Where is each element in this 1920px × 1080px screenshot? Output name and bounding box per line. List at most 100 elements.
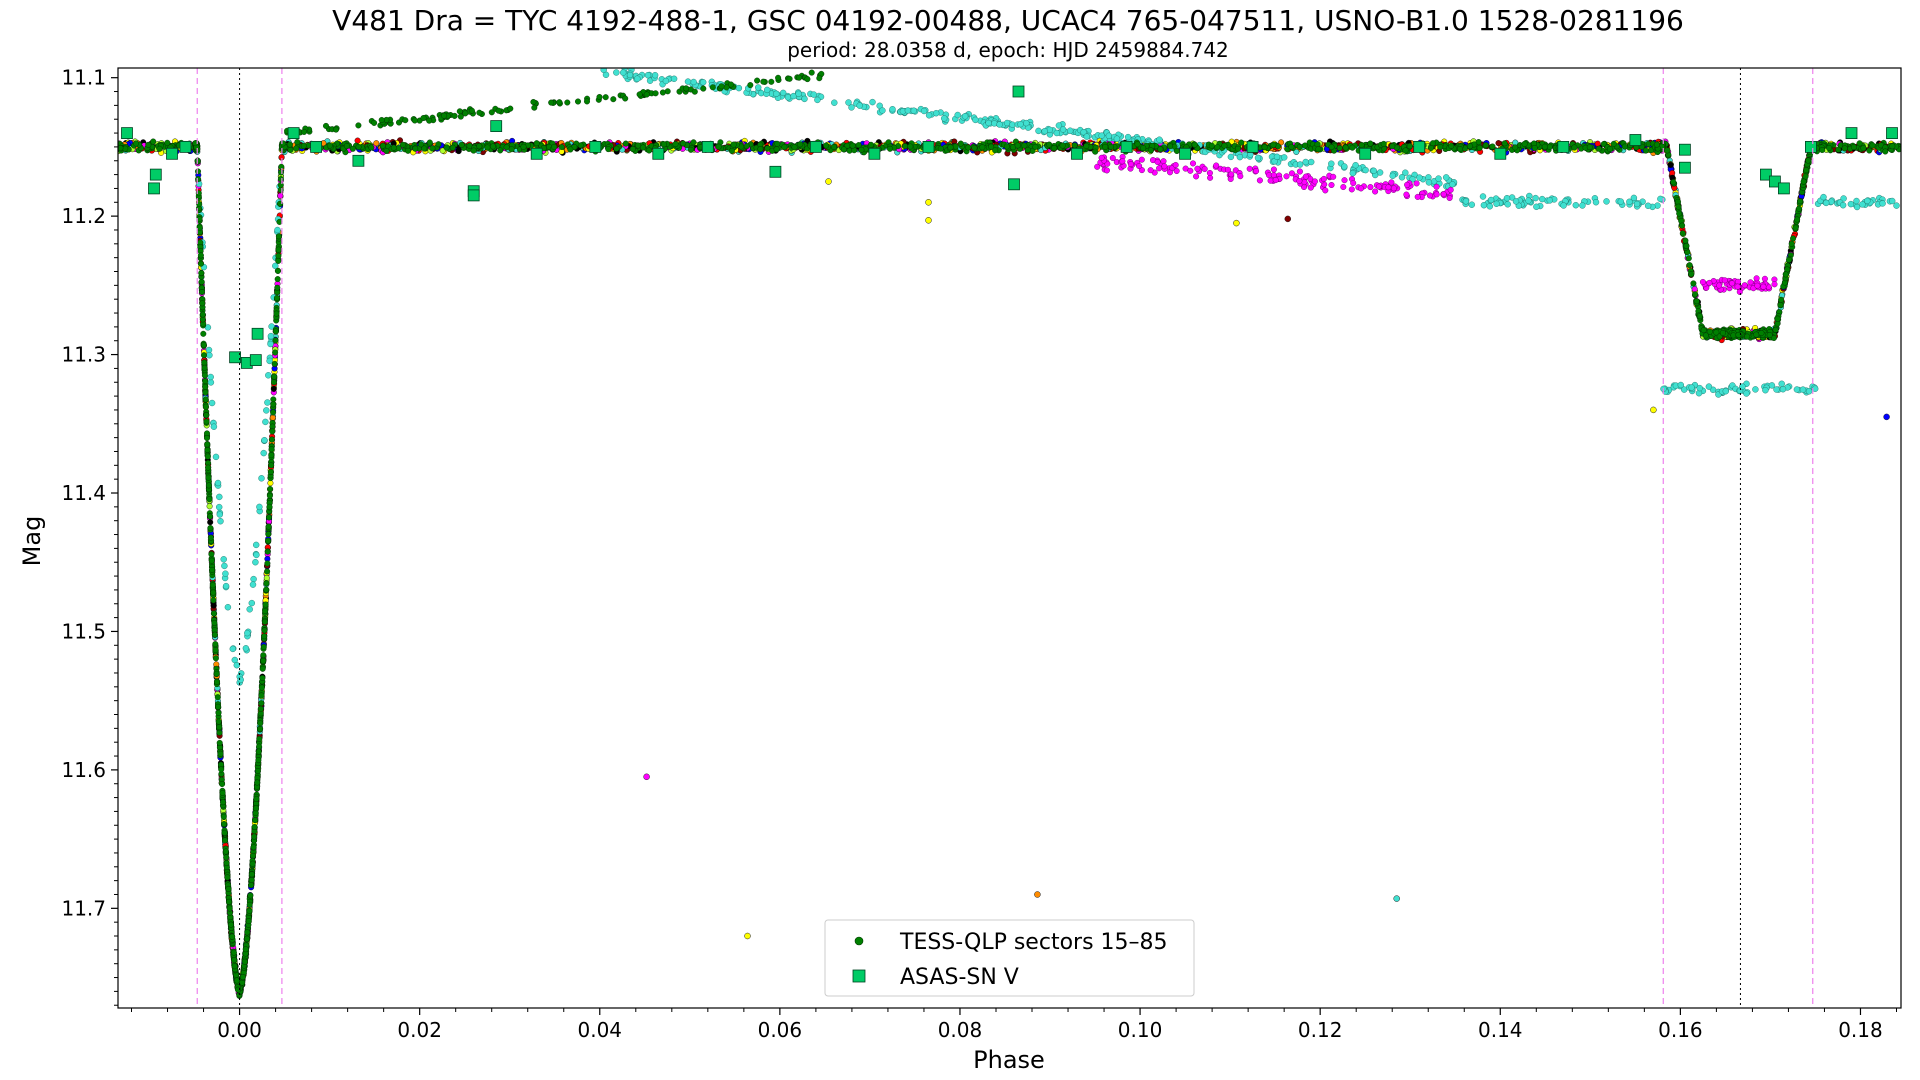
tess-point bbox=[1633, 200, 1641, 208]
tess-point bbox=[1161, 163, 1168, 170]
tess-point bbox=[202, 383, 209, 390]
tess-point bbox=[1293, 148, 1300, 155]
tess-point bbox=[212, 453, 220, 461]
tess-point bbox=[1172, 161, 1179, 168]
tess-point bbox=[1107, 143, 1114, 150]
tess-point bbox=[1367, 184, 1374, 191]
tess-point bbox=[206, 352, 213, 359]
tess-point bbox=[248, 877, 255, 884]
tess-point bbox=[1686, 262, 1693, 269]
tess-point bbox=[1594, 140, 1601, 147]
tess-point bbox=[203, 418, 210, 425]
tess-point bbox=[198, 278, 205, 285]
tess-point bbox=[933, 109, 940, 117]
tess-point bbox=[600, 68, 607, 73]
tess-point bbox=[274, 267, 281, 274]
tess-point bbox=[199, 300, 206, 307]
tess-point bbox=[268, 452, 275, 459]
tess-point bbox=[435, 141, 442, 148]
tess-point bbox=[261, 437, 268, 444]
tess-point bbox=[1375, 183, 1382, 190]
tess-point bbox=[1053, 129, 1061, 137]
tess-point bbox=[1442, 174, 1450, 181]
tess-point bbox=[764, 145, 771, 152]
tess-point bbox=[1280, 154, 1288, 161]
tess-point bbox=[266, 514, 273, 521]
tess-point bbox=[634, 75, 641, 82]
tess-point bbox=[1449, 181, 1456, 188]
tess-point bbox=[264, 548, 271, 555]
tess-point bbox=[1676, 210, 1683, 217]
tess-point bbox=[768, 78, 775, 85]
tess-point bbox=[764, 86, 771, 94]
tess-point bbox=[1532, 194, 1539, 202]
tess-point bbox=[1173, 147, 1180, 154]
tess-point bbox=[690, 78, 697, 86]
tess-point bbox=[405, 147, 412, 154]
tess-point bbox=[848, 104, 855, 111]
tess-point bbox=[1328, 181, 1335, 188]
tess-point bbox=[1538, 195, 1546, 203]
tess-point bbox=[1140, 145, 1147, 152]
tess-point bbox=[651, 71, 659, 79]
tess-point bbox=[1342, 144, 1349, 151]
tess-point bbox=[1372, 188, 1379, 195]
tess-point bbox=[229, 645, 237, 653]
tess-point bbox=[323, 122, 330, 129]
tess-point bbox=[1254, 154, 1262, 162]
tess-point bbox=[1586, 144, 1593, 151]
tess-point bbox=[1869, 142, 1876, 149]
tess-point bbox=[954, 111, 961, 119]
tess-point bbox=[256, 503, 263, 511]
tess-point bbox=[1805, 157, 1812, 164]
tess-point bbox=[1657, 195, 1664, 203]
tess-point bbox=[252, 559, 259, 566]
tess-point bbox=[213, 679, 220, 686]
tess-point bbox=[1253, 167, 1260, 174]
tess-point bbox=[1533, 203, 1540, 211]
tess-point bbox=[379, 142, 386, 149]
tess-point bbox=[879, 107, 886, 114]
tess-point bbox=[221, 562, 228, 570]
tess-point bbox=[216, 511, 224, 518]
tess-point bbox=[371, 119, 378, 126]
tess-point bbox=[333, 126, 340, 133]
tess-point bbox=[1747, 279, 1754, 286]
tess-point bbox=[1772, 326, 1779, 333]
tess-point bbox=[1853, 197, 1860, 205]
tess-point bbox=[1433, 191, 1440, 198]
tess-point bbox=[420, 114, 427, 121]
tess-point bbox=[558, 143, 565, 150]
tess-point bbox=[476, 109, 483, 116]
tess-point bbox=[1743, 390, 1750, 397]
tess-point bbox=[1486, 203, 1494, 210]
tess-point bbox=[1741, 282, 1748, 289]
tess-point bbox=[1409, 175, 1416, 183]
tess-point bbox=[260, 643, 267, 650]
tess-point bbox=[988, 143, 995, 150]
tess-point bbox=[294, 139, 301, 146]
chart-subtitle: period: 28.0358 d, epoch: HJD 2459884.74… bbox=[787, 38, 1229, 62]
tess-point bbox=[937, 145, 944, 152]
tess-point bbox=[1760, 283, 1767, 290]
tess-point bbox=[1754, 282, 1761, 289]
tess-point bbox=[215, 709, 222, 716]
tess-point bbox=[1426, 192, 1433, 199]
tess-point bbox=[1328, 160, 1335, 167]
tess-point bbox=[1098, 132, 1105, 139]
tess-point bbox=[996, 121, 1003, 128]
tess-point bbox=[207, 513, 214, 520]
tess-point bbox=[1626, 198, 1633, 206]
tess-point bbox=[1433, 183, 1440, 190]
tess-point bbox=[262, 418, 269, 426]
tess-point bbox=[1512, 144, 1519, 151]
tess-point bbox=[244, 629, 251, 637]
tess-point bbox=[248, 599, 256, 607]
tess-point bbox=[1644, 202, 1652, 210]
tess-point bbox=[1797, 198, 1804, 205]
tess-point bbox=[972, 116, 979, 124]
tess-point bbox=[816, 75, 823, 82]
tess-point bbox=[868, 141, 875, 148]
tess-point bbox=[952, 143, 959, 150]
